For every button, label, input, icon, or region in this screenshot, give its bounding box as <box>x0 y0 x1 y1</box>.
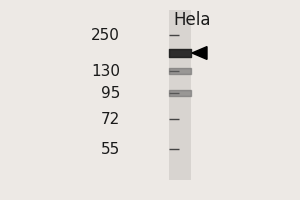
Text: Hela: Hela <box>173 11 211 29</box>
Text: 250: 250 <box>91 27 120 43</box>
Text: 55: 55 <box>101 142 120 156</box>
Polygon shape <box>192 47 207 59</box>
Bar <box>169 10 190 180</box>
Text: 95: 95 <box>100 86 120 101</box>
Text: 130: 130 <box>91 64 120 78</box>
Text: 72: 72 <box>101 112 120 127</box>
